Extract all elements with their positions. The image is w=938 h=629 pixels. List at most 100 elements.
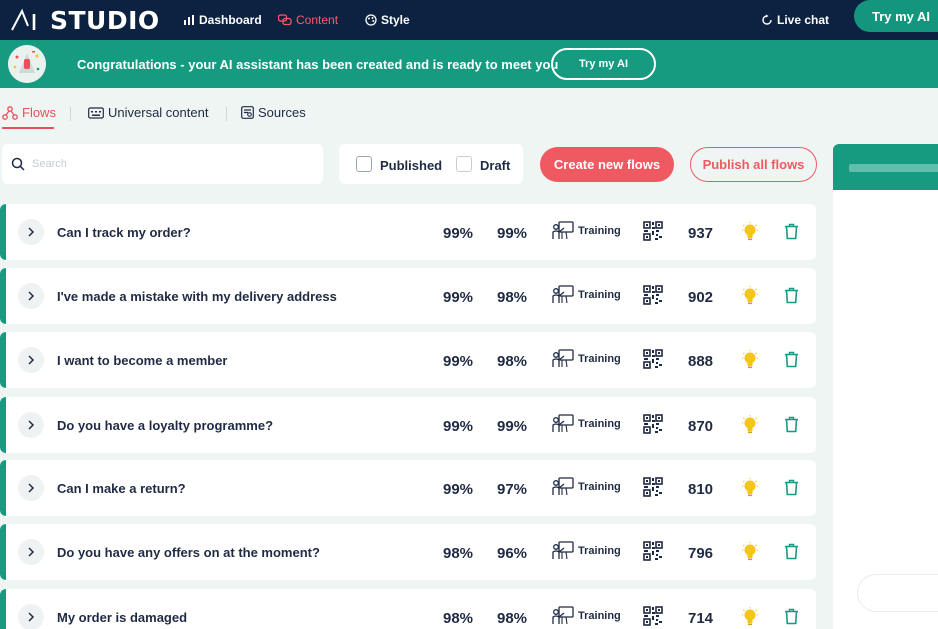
tab-divider — [70, 107, 71, 121]
chevron-right-icon — [28, 420, 35, 430]
trash-icon[interactable] — [784, 543, 799, 560]
flow-title: I want to become a member — [57, 353, 228, 368]
trash-icon[interactable] — [784, 351, 799, 368]
qr-code-icon[interactable] — [643, 477, 663, 497]
qr-code-icon[interactable] — [643, 414, 663, 434]
flow-title: Can I make a return? — [57, 481, 186, 496]
logo-text: STUDIO — [50, 5, 160, 35]
lightbulb-icon[interactable] — [742, 415, 758, 435]
flow-title: I've made a mistake with my delivery add… — [57, 289, 337, 304]
banner-try-my-ai-button[interactable]: Try my AI — [551, 48, 656, 80]
flow-metric-secondary: 98% — [497, 610, 528, 627]
flow-row[interactable]: Can I track my order? 99% 99% Training — [0, 204, 816, 260]
flow-count: 937 — [688, 225, 714, 242]
try-my-ai-top-button[interactable]: Try my AI — [854, 0, 938, 32]
nav-dashboard[interactable]: Dashboard — [183, 13, 262, 27]
flow-title: My order is damaged — [57, 610, 188, 625]
lightbulb-icon[interactable] — [742, 286, 758, 306]
training-label: Training — [578, 545, 621, 557]
chevron-right-icon — [28, 483, 35, 493]
flow-metric-primary: 99% — [443, 225, 474, 242]
chat-bubbles-icon — [278, 14, 292, 26]
flow-row[interactable]: Do you have a loyalty programme? 99% 99%… — [0, 397, 816, 453]
preview-panel — [833, 144, 938, 629]
preview-header-bar — [849, 164, 938, 172]
row-accent-bar — [0, 397, 6, 453]
trash-icon[interactable] — [784, 287, 799, 304]
party-rocket-icon — [8, 45, 46, 83]
qr-code-icon[interactable] — [643, 221, 663, 241]
logo[interactable]: STUDIO — [10, 6, 160, 35]
flow-count: 810 — [688, 481, 714, 498]
qr-code-icon[interactable] — [643, 349, 663, 369]
status-filter: Published Draft — [339, 144, 523, 184]
flow-count: 888 — [688, 353, 714, 370]
expand-button[interactable] — [18, 475, 44, 501]
training-label: Training — [578, 353, 621, 365]
tab-flows[interactable]: Flows — [2, 105, 56, 120]
expand-button[interactable] — [18, 604, 44, 629]
trash-icon[interactable] — [784, 608, 799, 625]
tab-divider — [226, 107, 227, 121]
tab-flows-label: Flows — [22, 105, 56, 120]
content-tabs: Flows Universal content Sources — [0, 88, 938, 134]
lightbulb-icon[interactable] — [742, 350, 758, 370]
qr-code-icon[interactable] — [643, 606, 663, 626]
flow-row[interactable]: Do you have any offers on at the moment?… — [0, 524, 816, 580]
flow-metric-primary: 99% — [443, 289, 474, 306]
expand-button[interactable] — [18, 283, 44, 309]
search-icon — [11, 157, 25, 171]
nav-dashboard-label: Dashboard — [199, 13, 262, 27]
flow-metric-primary: 98% — [443, 545, 474, 562]
flow-row[interactable]: I want to become a member 99% 98% Traini… — [0, 332, 816, 388]
refresh-chat-icon — [762, 14, 772, 25]
flow-title: Do you have any offers on at the moment? — [57, 545, 320, 560]
flow-row[interactable]: Can I make a return? 99% 97% Training — [0, 460, 816, 516]
training-icon — [552, 606, 574, 625]
flow-row[interactable]: I've made a mistake with my delivery add… — [0, 268, 816, 324]
create-new-flows-button[interactable]: Create new flows — [540, 147, 674, 182]
lightbulb-icon[interactable] — [742, 478, 758, 498]
flow-metric-primary: 99% — [443, 418, 474, 435]
flow-metric-secondary: 98% — [497, 289, 528, 306]
flow-count: 714 — [688, 610, 714, 627]
draft-checkbox[interactable] — [456, 156, 472, 172]
trash-icon[interactable] — [784, 479, 799, 496]
training-icon — [552, 349, 574, 368]
qr-code-icon[interactable] — [643, 285, 663, 305]
search-input[interactable] — [32, 155, 312, 173]
nav-content[interactable]: Content — [278, 13, 338, 27]
training-icon — [552, 285, 574, 304]
published-label: Published — [380, 158, 443, 173]
training-icon — [552, 221, 574, 240]
preview-chat-input[interactable] — [857, 574, 938, 612]
flow-metric-primary: 99% — [443, 481, 474, 498]
flow-icon — [2, 105, 18, 120]
nav-live-chat[interactable]: Live chat — [761, 13, 829, 27]
tab-universal-content[interactable]: Universal content — [88, 105, 208, 120]
lightbulb-icon[interactable] — [742, 542, 758, 562]
flow-metric-secondary: 97% — [497, 481, 528, 498]
tab-sources[interactable]: Sources — [241, 105, 306, 120]
qr-code-icon[interactable] — [643, 541, 663, 561]
trash-icon[interactable] — [784, 223, 799, 240]
flow-count: 870 — [688, 418, 714, 435]
flow-metric-secondary: 99% — [497, 418, 528, 435]
row-accent-bar — [0, 268, 6, 324]
published-checkbox[interactable] — [356, 156, 372, 172]
chevron-right-icon — [28, 612, 35, 622]
lightbulb-icon[interactable] — [742, 607, 758, 627]
flow-row[interactable]: My order is damaged 98% 98% Training — [0, 589, 816, 629]
lightbulb-icon[interactable] — [742, 222, 758, 242]
expand-button[interactable] — [18, 347, 44, 373]
trash-icon[interactable] — [784, 416, 799, 433]
nav-style[interactable]: Style — [365, 13, 410, 27]
row-accent-bar — [0, 460, 6, 516]
expand-button[interactable] — [18, 412, 44, 438]
training-label: Training — [578, 481, 621, 493]
publish-all-flows-button[interactable]: Publish all flows — [690, 147, 817, 182]
expand-button[interactable] — [18, 219, 44, 245]
expand-button[interactable] — [18, 539, 44, 565]
nav-style-label: Style — [381, 13, 410, 27]
flow-title: Can I track my order? — [57, 225, 191, 240]
